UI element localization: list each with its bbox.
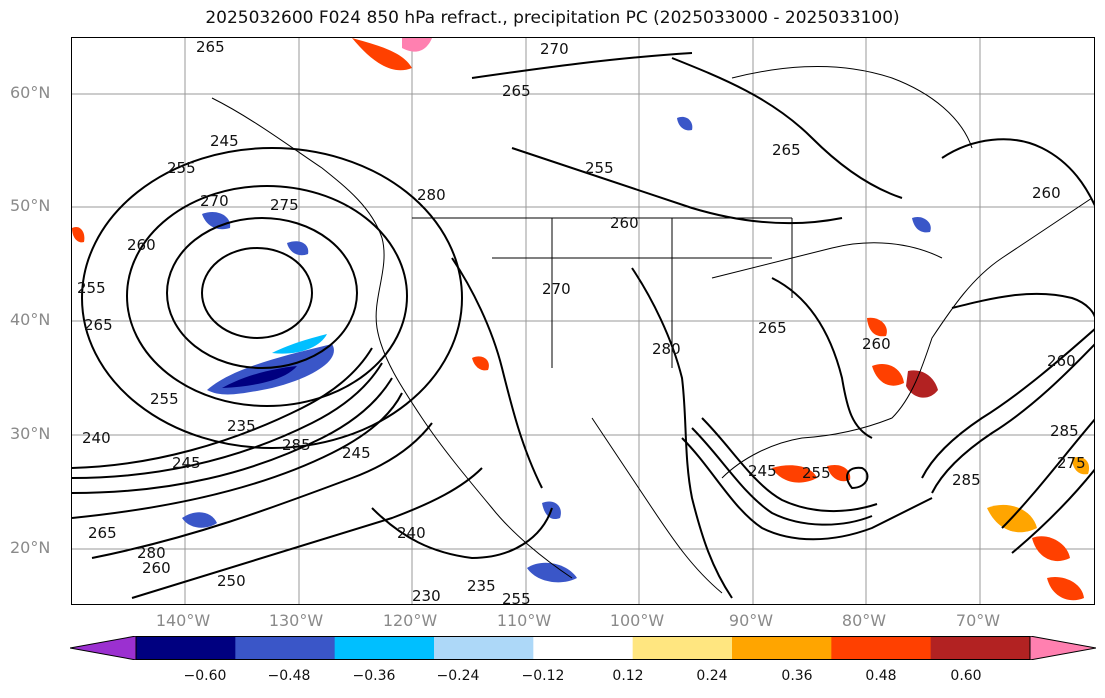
lon-label-90w: 90°W xyxy=(728,611,774,630)
map-panel: 265 270 265 255 245 270 275 280 255 260 … xyxy=(71,37,1095,605)
contour-label: 285 xyxy=(282,436,311,454)
lon-label-120w: 120°W xyxy=(382,611,438,630)
lat-label-40n: 40°N xyxy=(10,310,51,329)
colorbar-tick: 0.24 xyxy=(696,668,728,684)
colorbar-segment xyxy=(632,636,733,660)
colorbar-tick: 0.60 xyxy=(950,668,982,684)
contour-label: 260 xyxy=(142,559,171,577)
contour-label: 260 xyxy=(1047,352,1076,370)
colorbar-segment xyxy=(732,636,832,660)
contour-label: 260 xyxy=(127,236,156,254)
map-title: 2025032600 F024 850 hPa refract., precip… xyxy=(205,8,900,28)
contour-label: 245 xyxy=(342,444,371,462)
contour-label: 255 xyxy=(585,159,614,177)
lon-label-80w: 80°W xyxy=(841,611,887,630)
contour-label: 255 xyxy=(150,390,179,408)
contour-label: 245 xyxy=(172,454,201,472)
coastlines xyxy=(211,66,1093,594)
colorbar-extend-low xyxy=(70,636,137,660)
contour-label-group: 265 270 265 255 245 270 275 280 255 260 … xyxy=(77,38,1086,605)
contour-label: 285 xyxy=(952,471,981,489)
colorbar xyxy=(70,636,1096,660)
contour-label: 260 xyxy=(1032,184,1061,202)
colorbar-segment xyxy=(334,636,435,660)
lat-label-50n: 50°N xyxy=(10,196,51,215)
contour-label: 265 xyxy=(196,38,225,56)
colorbar-tick: −0.12 xyxy=(521,668,565,684)
contour-label: 240 xyxy=(82,429,111,447)
map-canvas: 265 270 265 255 245 270 275 280 255 260 … xyxy=(72,38,1094,605)
colorbar-tick: −0.60 xyxy=(183,668,227,684)
contour-label: 230 xyxy=(412,587,441,605)
lat-label-60n: 60°N xyxy=(10,83,51,102)
contour-label: 280 xyxy=(652,340,681,358)
contour-label: 260 xyxy=(610,214,639,232)
contour-label: 270 xyxy=(200,192,229,210)
contour-label: 240 xyxy=(397,524,426,542)
colorbar-segment xyxy=(831,636,932,660)
colorbar-tick: −0.48 xyxy=(267,668,311,684)
colorbar-tick: 0.36 xyxy=(781,668,813,684)
lat-label-30n: 30°N xyxy=(10,424,51,443)
colorbar-tick: −0.36 xyxy=(352,668,396,684)
lon-label-100w: 100°W xyxy=(609,611,665,630)
contour-label: 235 xyxy=(227,417,256,435)
contour-label: 265 xyxy=(758,319,787,337)
lon-label-70w: 70°W xyxy=(955,611,1001,630)
contour-label: 265 xyxy=(84,316,113,334)
contour-label: 245 xyxy=(210,132,239,150)
colorbar-segment xyxy=(136,636,236,660)
contour-label: 255 xyxy=(502,590,531,605)
colorbar-segment xyxy=(434,636,534,660)
contour-label: 255 xyxy=(802,464,831,482)
colorbar-tick: −0.24 xyxy=(436,668,480,684)
lon-label-140w: 140°W xyxy=(155,611,211,630)
contour-label: 280 xyxy=(137,544,166,562)
colorbar-segment xyxy=(533,636,634,660)
contour-label: 280 xyxy=(417,186,446,204)
graticule xyxy=(72,38,1094,604)
contour-label: 260 xyxy=(862,335,891,353)
contour-label: 270 xyxy=(542,280,571,298)
contour-label: 250 xyxy=(217,572,246,590)
contour-label: 285 xyxy=(1050,422,1079,440)
colorbar-segment xyxy=(930,636,1031,660)
contour-label: 265 xyxy=(88,524,117,542)
contour-label: 265 xyxy=(772,141,801,159)
contour-label: 255 xyxy=(77,279,106,297)
colorbar-border xyxy=(135,636,1031,660)
precip-shading xyxy=(72,38,1090,601)
colorbar-extend-high xyxy=(1029,636,1096,660)
colorbar-segment xyxy=(235,636,336,660)
colorbar-tick: 0.48 xyxy=(865,668,897,684)
contour-label: 275 xyxy=(270,196,299,214)
contour-label: 265 xyxy=(502,82,531,100)
lon-label-110w: 110°W xyxy=(496,611,552,630)
colorbar-tick: 0.12 xyxy=(612,668,644,684)
contour-label: 270 xyxy=(540,40,569,58)
colorbar-segments xyxy=(70,636,1096,660)
contour-label: 235 xyxy=(467,577,496,595)
refractivity-contours xyxy=(72,52,1094,599)
lat-label-20n: 20°N xyxy=(10,538,51,557)
contour-label: 255 xyxy=(167,159,196,177)
contour-label: 245 xyxy=(748,462,777,480)
contour-label: 275 xyxy=(1057,454,1086,472)
lon-label-130w: 130°W xyxy=(268,611,324,630)
